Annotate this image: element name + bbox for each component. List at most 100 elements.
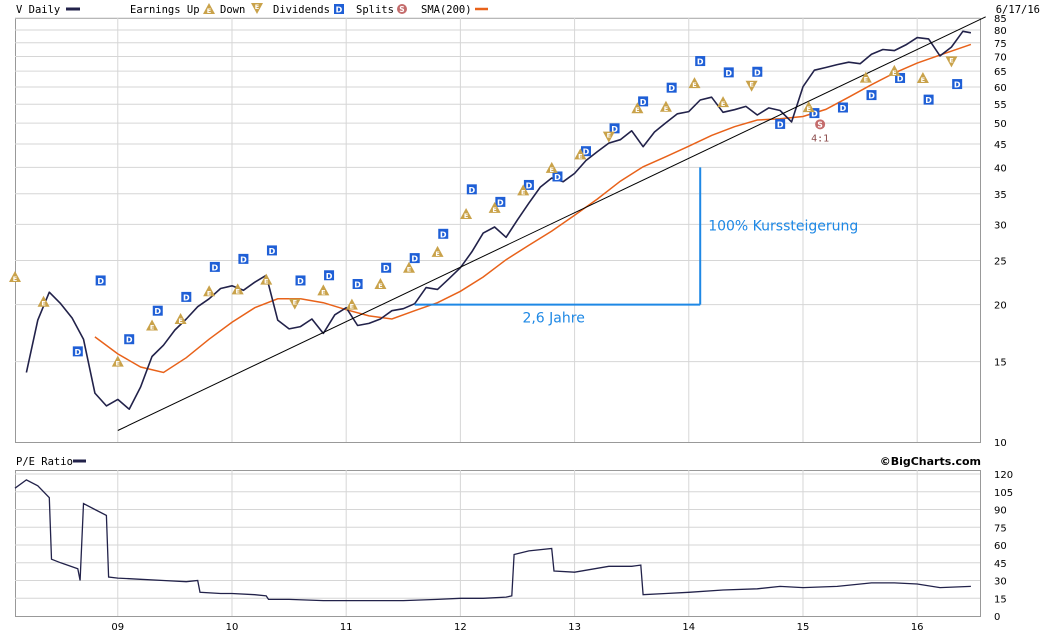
earnings-triangle xyxy=(488,201,501,213)
y-tick-label: 30 xyxy=(994,220,1007,231)
earnings-triangle xyxy=(9,270,21,282)
earnings-glyph: E xyxy=(749,81,753,89)
pe-layer xyxy=(14,479,971,602)
dividend-marker: D xyxy=(666,82,677,93)
earnings-up-marker: E xyxy=(488,201,501,214)
earnings-up-marker: E xyxy=(517,184,530,196)
pe-tick-label: 120 xyxy=(994,470,1013,481)
pe-tick-label: 105 xyxy=(994,488,1013,499)
split-marker: S xyxy=(397,4,407,14)
dividend-marker: D xyxy=(523,179,534,190)
earnings-up-marker: E xyxy=(203,285,216,297)
dividend-marker: D xyxy=(923,94,934,105)
earnings-up-marker: E xyxy=(111,355,124,368)
x-tick-label: 14 xyxy=(682,622,695,633)
y-tick-label: 70 xyxy=(994,52,1007,63)
earnings-glyph: E xyxy=(264,278,268,286)
y-tick-label: 55 xyxy=(994,100,1007,111)
earnings-up-marker: E xyxy=(631,102,644,114)
dividend-glyph: D xyxy=(668,84,675,93)
dividend-glyph: D xyxy=(336,6,343,15)
price-grid xyxy=(15,17,980,442)
y-tick-label: 25 xyxy=(994,256,1007,267)
years-annotation: 2,6 Jahre xyxy=(522,311,584,327)
earnings-glyph: E xyxy=(255,3,259,11)
dividend-marker: D xyxy=(381,262,392,273)
dividend-glyph: D xyxy=(611,125,618,134)
dividend-glyph: D xyxy=(868,92,875,101)
earnings-up-marker: E xyxy=(659,100,672,113)
dividend-box xyxy=(209,261,220,272)
dividend-box xyxy=(895,72,906,83)
earnings-glyph: E xyxy=(207,7,211,15)
pe-line xyxy=(14,479,971,602)
earnings-glyph: E xyxy=(721,100,725,108)
earnings-glyph: E xyxy=(864,76,868,84)
pe-y-axis: 120 105 90 75 60 45 30 15 0 xyxy=(994,470,1013,623)
dividend-marker: D xyxy=(609,123,620,134)
earnings-triangle xyxy=(260,273,273,285)
earnings-up-marker: E xyxy=(460,208,473,220)
earnings-glyph: E xyxy=(492,206,496,214)
earnings-glyph: E xyxy=(635,106,639,114)
guide-layer xyxy=(414,167,702,306)
earnings-up-label: Earnings Up xyxy=(130,4,200,16)
earnings-triangle xyxy=(802,101,815,113)
earnings-up-icon: E xyxy=(203,3,215,15)
earnings-triangle xyxy=(317,284,330,296)
earnings-triangle xyxy=(574,148,587,160)
dividend-glyph: D xyxy=(925,96,932,105)
x-tick-label: 11 xyxy=(340,622,353,633)
earnings-glyph: E xyxy=(41,300,45,308)
pe-tick-label: 30 xyxy=(994,577,1007,588)
dividend-box xyxy=(666,82,677,93)
dividend-marker: D xyxy=(809,108,820,119)
dividend-box xyxy=(523,179,534,190)
earnings-up-marker: E xyxy=(317,284,330,296)
symbol-label: V Daily xyxy=(16,4,60,16)
earnings-up-marker: E xyxy=(9,270,21,283)
earnings-triangle xyxy=(631,102,644,114)
dividend-marker: D xyxy=(72,346,83,357)
dividend-box xyxy=(181,291,192,302)
earnings-triangle xyxy=(545,161,558,173)
x-tick-label: 16 xyxy=(911,622,924,633)
earnings-glyph: E xyxy=(178,317,182,325)
y-tick-label: 40 xyxy=(994,163,1007,174)
split-marker: S xyxy=(815,119,826,130)
earnings-up-marker: E xyxy=(688,77,701,89)
dividend-box xyxy=(695,56,706,67)
earnings-triangle xyxy=(288,298,301,310)
dividend-box xyxy=(238,253,249,264)
pe-tick-label: 0 xyxy=(994,612,1000,623)
dividend-box xyxy=(72,346,83,357)
earnings-down-marker: E xyxy=(602,131,615,143)
earnings-up-marker: E xyxy=(260,273,273,286)
earnings-triangle xyxy=(402,261,415,273)
dividend-glyph: D xyxy=(326,272,333,281)
earnings-glyph: E xyxy=(150,324,154,332)
pe-tick-label: 15 xyxy=(994,594,1007,605)
dividend-box xyxy=(266,245,277,256)
earnings-glyph: E xyxy=(892,69,896,77)
earnings-glyph: E xyxy=(207,289,211,297)
earnings-glyph: E xyxy=(321,288,325,296)
earnings-triangle xyxy=(174,313,187,325)
y-tick-label: 45 xyxy=(994,140,1007,151)
split-glyph: S xyxy=(399,5,404,14)
dividend-box xyxy=(124,334,135,345)
dividend-marker: D xyxy=(324,270,335,281)
pe-panel xyxy=(15,470,981,617)
earnings-up-marker: E xyxy=(231,283,244,295)
earnings-up-marker: E xyxy=(374,277,387,290)
dividend-marker: D xyxy=(495,196,506,207)
dividend-box xyxy=(923,94,934,105)
dividend-glyph: D xyxy=(497,198,504,207)
dividend-marker: D xyxy=(266,245,277,256)
earnings-triangle xyxy=(203,3,215,14)
earnings-down-marker: E xyxy=(945,56,958,68)
y-tick-label: 50 xyxy=(994,119,1007,130)
dividend-box xyxy=(324,270,335,281)
earnings-up-marker: E xyxy=(174,313,187,325)
earnings-triangle xyxy=(517,184,530,196)
